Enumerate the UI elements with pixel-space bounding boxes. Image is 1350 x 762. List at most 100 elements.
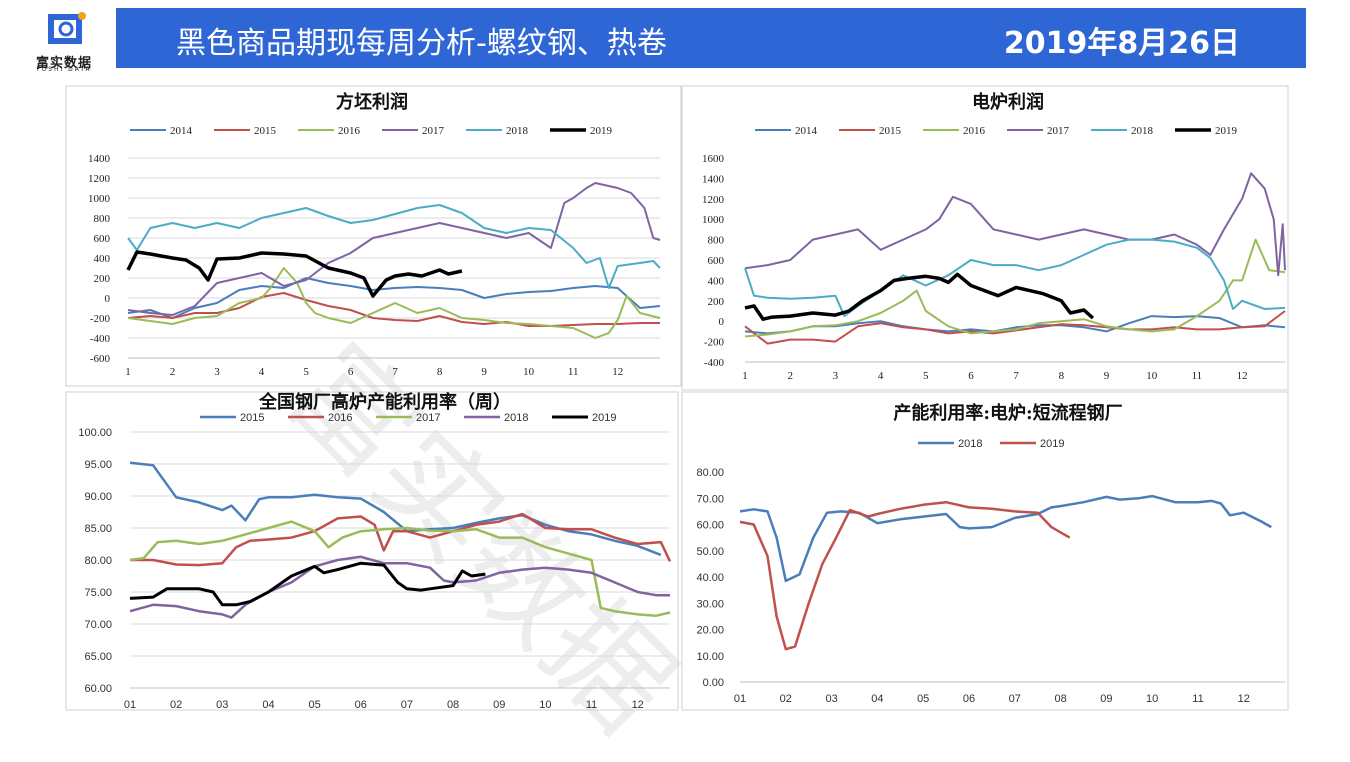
title-banner: 黑色商品期现每周分析-螺纹钢、热卷 2019年8月26日 [116,8,1306,68]
x-tick-label: 7 [392,366,398,378]
series-line-2015 [129,461,662,557]
y-tick-label: 0 [105,293,111,305]
legend-label: 2019 [1040,438,1064,450]
legend-label: 2014 [170,125,193,137]
x-tick-label: 03 [825,693,837,705]
chart-title: 产能利用率:电炉:短流程钢厂 [893,402,1122,424]
x-tick-label: 6 [348,366,354,378]
series-line-2019 [739,500,1071,651]
y-tick-label: -600 [90,353,111,365]
y-tick-label: 400 [708,275,725,287]
chart-title: 电炉利润 [972,91,1044,113]
y-tick-label: -400 [704,357,725,369]
y-tick-label: 60.00 [696,520,724,532]
x-tick-label: 04 [871,693,883,705]
y-tick-label: 70.00 [84,619,112,631]
x-tick-label: 02 [780,693,792,705]
y-tick-label: 1000 [702,214,725,226]
x-tick-label: 09 [1100,693,1112,705]
x-tick-label: 9 [1104,370,1110,382]
x-tick-label: 05 [308,699,320,711]
x-tick-label: 07 [401,699,413,711]
x-tick-label: 06 [963,693,975,705]
chart-frame [65,391,679,711]
chart-billet: 方坯利润 1400 1200 1000 800 600 400 200 0 -200 -400 -60… [65,85,682,387]
x-tick-label: 3 [214,366,220,378]
x-tick-label: 12 [1238,693,1250,705]
x-tick-label: 10 [539,699,551,711]
y-tick-label: 80.00 [84,555,112,567]
legend-label: 2015 [254,125,277,137]
legend-label: 2017 [422,125,445,137]
x-tick-label: 11 [1192,693,1203,705]
x-tick-label: 12 [612,366,623,378]
y-tick-label: 1600 [702,153,725,165]
legend-label: 2019 [592,412,616,424]
x-tick-label: 09 [493,699,505,711]
y-tick-label: 600 [94,233,111,245]
y-tick-label: 100.00 [78,427,112,439]
chart-bf_util: 全国钢厂高炉产能利用率（周） 100.00 95.00 90.00 85.00 80.00… [65,391,679,711]
y-tick-label: 0 [719,316,725,328]
x-tick-label: 3 [833,370,839,382]
series-line-2015 [127,292,660,327]
x-tick-label: 06 [355,699,367,711]
x-tick-label: 07 [1009,693,1021,705]
y-tick-label: 1000 [88,193,111,205]
x-tick-label: 08 [447,699,459,711]
x-tick-label: 2 [170,366,176,378]
y-tick-label: 1400 [88,153,111,165]
chart-eaf_util: 产能利用率:电炉:短流程钢厂 80.00 70.00 60.00 50.00 40.00 3… [681,391,1289,711]
series-line-2018 [739,494,1272,583]
x-tick-label: 02 [170,699,182,711]
x-tick-label: 4 [259,366,265,378]
y-tick-label: 10.00 [696,651,724,663]
series-line-2019 [126,250,463,298]
y-tick-label: 1200 [702,194,725,206]
y-tick-label: -200 [704,337,725,349]
x-tick-label: 11 [568,366,579,378]
y-tick-label: 65.00 [84,651,112,663]
x-tick-label: 03 [216,699,228,711]
x-tick-label: 2 [787,370,793,382]
y-tick-label: 95.00 [84,459,112,471]
x-tick-label: 9 [481,366,487,378]
fushi-logo: 富实数据 FUSHI DATA [14,8,114,73]
x-tick-label: 10 [1146,370,1158,382]
y-tick-label: -400 [90,333,111,345]
x-tick-label: 6 [968,370,974,382]
series-line-2019 [129,561,486,607]
x-tick-label: 1 [742,370,748,382]
x-tick-label: 8 [437,366,443,378]
y-tick-label: 800 [94,213,111,225]
x-tick-label: 11 [586,699,597,711]
y-tick-label: 85.00 [84,523,112,535]
legend-label: 2015 [240,412,264,424]
x-tick-label: 8 [1059,370,1065,382]
y-tick-label: 1200 [88,173,111,185]
x-tick-label: 12 [632,699,644,711]
legend-label: 2016 [338,125,361,137]
legend-label: 2014 [795,125,818,137]
logo-name: 富实数据 [35,56,92,71]
legend-label: 2019 [1215,125,1238,137]
legend-label: 2017 [1047,125,1070,137]
chart-frame [681,391,1289,711]
series-line-2014 [127,277,661,319]
x-tick-label: 11 [1192,370,1203,382]
legend-label: 2018 [506,125,529,137]
y-tick-label: 800 [708,235,725,247]
x-tick-label: 08 [1054,693,1066,705]
chart-title: 全国钢厂高炉产能利用率（周） [258,391,511,413]
y-tick-label: 20.00 [696,625,724,637]
series-line-2017 [127,182,661,316]
series-line-2017 [129,520,671,617]
y-tick-label: 0.00 [703,677,724,689]
chart-eaf: 电炉利润 1600 1400 1200 1000 800 600 400 200 0 -200 -40… [681,85,1289,391]
y-tick-label: 600 [708,255,725,267]
series-line-2018 [127,204,661,289]
logo-mark-icon [48,12,86,44]
y-tick-label: 400 [94,253,111,265]
legend-label: 2018 [958,438,982,450]
